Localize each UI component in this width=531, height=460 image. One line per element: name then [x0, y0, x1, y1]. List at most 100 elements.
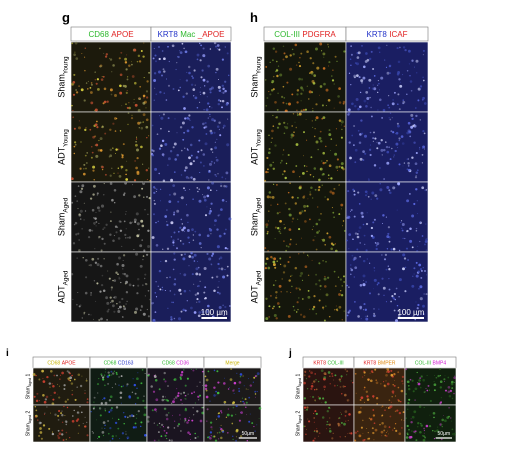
texture-dot — [125, 213, 127, 215]
texture-dot — [182, 257, 186, 261]
texture-dot — [277, 65, 280, 67]
texture-dot — [245, 406, 247, 409]
texture-dot — [110, 374, 113, 376]
texture-dot — [72, 80, 76, 84]
texture-dot — [278, 230, 281, 233]
texture-dot — [221, 106, 223, 109]
texture-dot — [358, 141, 362, 144]
texture-dot — [310, 186, 313, 189]
texture-dot — [348, 233, 352, 236]
texture-dot — [422, 49, 425, 52]
texture-dot — [288, 207, 291, 211]
texture-dot — [317, 148, 320, 151]
texture-dot — [73, 152, 76, 155]
texture-dot — [49, 412, 51, 414]
texture-dot — [297, 218, 299, 220]
texture-dot — [94, 248, 96, 250]
texture-dot — [441, 425, 443, 428]
texture-dot — [190, 83, 194, 87]
texture-dot — [187, 229, 190, 232]
texture-dot — [267, 168, 269, 171]
texture-dot — [342, 385, 345, 388]
texture-dot — [105, 368, 107, 370]
texture-dot — [167, 426, 170, 429]
texture-dot — [304, 220, 307, 223]
texture-dot — [347, 113, 350, 116]
texture-dot — [283, 121, 286, 124]
texture-dot — [275, 290, 278, 294]
texture-dot — [225, 178, 227, 180]
texture-dot — [247, 378, 250, 380]
texture-dot — [373, 267, 375, 269]
texture-dot — [315, 273, 318, 276]
texture-dot — [388, 106, 391, 109]
texture-dot — [171, 44, 175, 48]
texture-dot — [266, 230, 269, 233]
texture-dot — [309, 191, 311, 193]
texture-dot — [357, 130, 360, 132]
texture-dot — [413, 273, 415, 275]
texture-dot — [73, 223, 76, 226]
texture-dot — [402, 310, 404, 312]
texture-dot — [242, 375, 244, 377]
texture-dot — [109, 58, 113, 61]
texture-dot — [141, 224, 145, 228]
texture-dot — [168, 60, 170, 63]
texture-dot — [92, 193, 95, 196]
texture-dot — [322, 309, 324, 310]
texture-dot — [381, 435, 383, 437]
texture-dot — [172, 88, 175, 90]
texture-dot — [43, 413, 46, 415]
texture-dot — [83, 313, 85, 315]
texture-dot — [96, 192, 99, 195]
texture-dot — [209, 189, 212, 192]
texture-dot — [386, 186, 390, 189]
texture-dot — [338, 184, 340, 186]
texture-dot — [166, 209, 168, 211]
texture-dot — [288, 243, 292, 246]
micrograph — [263, 111, 347, 183]
texture-dot — [295, 311, 298, 313]
texture-dot — [219, 100, 222, 102]
texture-dot — [77, 185, 80, 187]
texture-dot — [115, 371, 118, 374]
texture-dot — [212, 151, 214, 153]
texture-dot — [104, 409, 107, 412]
texture-dot — [143, 77, 145, 79]
texture-dot — [381, 421, 384, 425]
texture-dot — [198, 233, 201, 237]
texture-dot — [219, 214, 221, 216]
texture-dot — [184, 407, 187, 410]
texture-dot — [84, 154, 87, 157]
texture-dot — [267, 151, 271, 155]
texture-dot — [109, 408, 113, 412]
texture-dot — [136, 387, 138, 389]
texture-dot — [337, 417, 340, 420]
texture-dot — [272, 47, 276, 50]
texture-dot — [103, 100, 107, 104]
texture-dot — [33, 395, 36, 398]
texture-dot — [376, 242, 380, 246]
texture-dot — [197, 150, 200, 153]
texture-dot — [342, 275, 346, 278]
texture-dot — [172, 239, 175, 242]
texture-dot — [98, 435, 101, 438]
texture-dot — [124, 233, 127, 237]
texture-dot — [133, 179, 137, 182]
texture-dot — [253, 376, 256, 379]
texture-dot — [321, 184, 323, 186]
texture-dot — [87, 235, 91, 239]
texture-dot — [39, 431, 43, 434]
micrograph — [89, 367, 148, 406]
texture-dot — [111, 198, 114, 202]
texture-dot — [226, 265, 229, 268]
texture-dot — [403, 257, 407, 260]
texture-dot — [62, 439, 65, 441]
texture-dot — [137, 121, 141, 125]
texture-dot — [362, 274, 366, 278]
texture-dot — [221, 99, 225, 103]
texture-dot — [425, 223, 427, 225]
texture-dot — [453, 392, 455, 395]
texture-dot — [195, 272, 199, 276]
texture-dot — [147, 289, 150, 292]
